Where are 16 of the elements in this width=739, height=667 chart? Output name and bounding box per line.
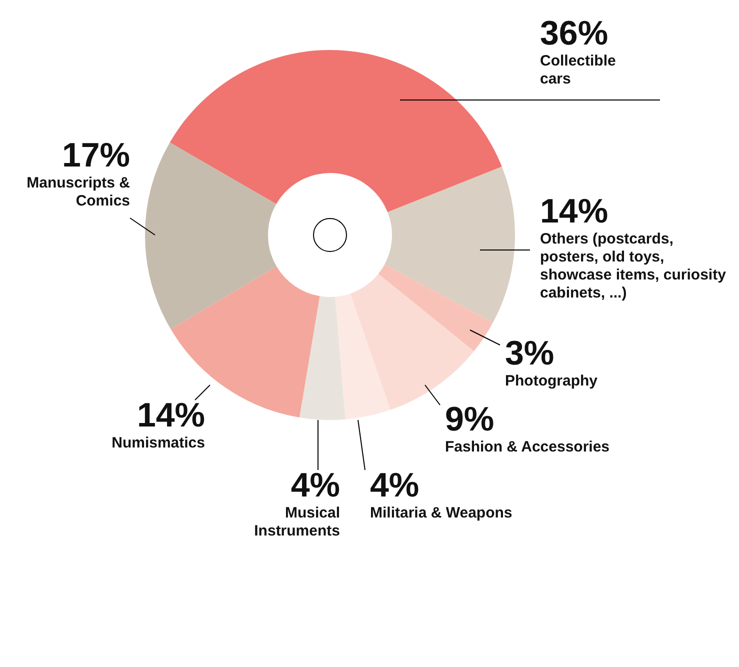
slice-label: Militaria & Weapons bbox=[370, 504, 512, 522]
slice-label: Manuscripts & Comics bbox=[26, 174, 130, 210]
slice-label: Fashion & Accessories bbox=[445, 438, 610, 456]
slice-label: Numismatics bbox=[112, 434, 205, 452]
data-label: 3% bbox=[505, 334, 554, 372]
slice-label: Photography bbox=[505, 372, 598, 390]
data-label: 17% bbox=[62, 136, 130, 174]
data-label: 36% bbox=[540, 14, 608, 52]
slice-label: Others (postcards, posters, old toys, showcase items, curiosity cabinets, ...) bbox=[540, 230, 727, 302]
slice-label: Musical Instruments bbox=[254, 504, 340, 540]
slice-label: Collectible cars bbox=[540, 52, 616, 88]
data-label: 14% bbox=[540, 192, 608, 230]
data-label: 4% bbox=[290, 466, 340, 504]
data-label: 14% bbox=[136, 396, 205, 434]
data-label: 4% bbox=[370, 466, 420, 504]
data-label: 9% bbox=[445, 400, 494, 438]
